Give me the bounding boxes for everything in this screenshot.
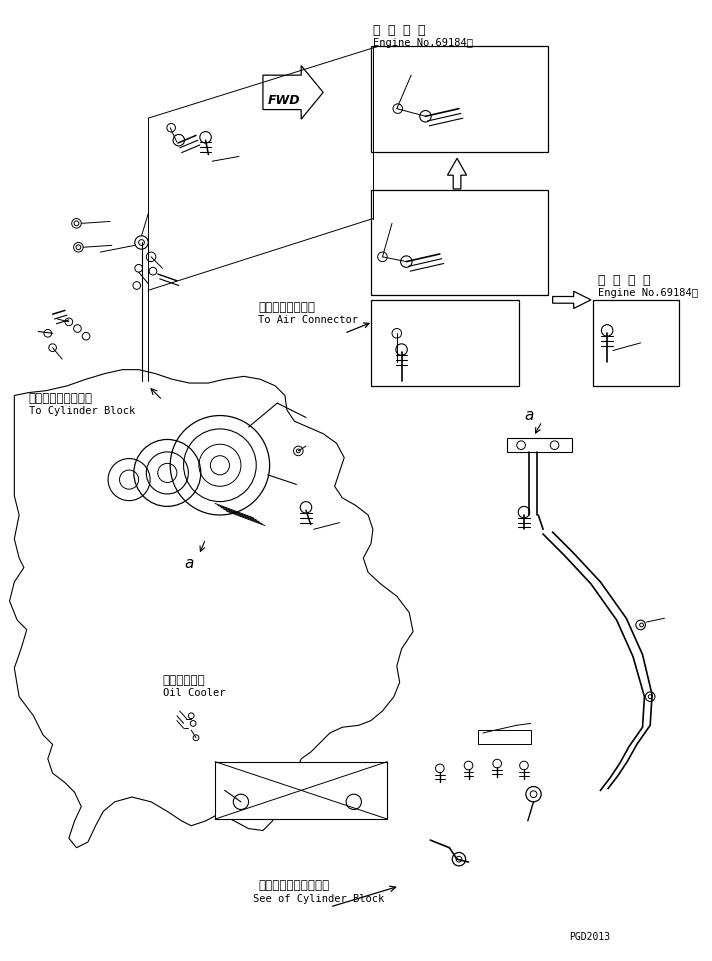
Text: FWD: FWD bbox=[268, 93, 300, 107]
Text: Engine No.69184～: Engine No.69184～ bbox=[597, 288, 698, 298]
Text: シリンダブロックへ: シリンダブロックへ bbox=[28, 391, 93, 405]
Bar bbox=[507, 439, 572, 453]
Text: Oil Cooler: Oil Cooler bbox=[162, 687, 225, 698]
Text: a: a bbox=[184, 555, 194, 571]
Text: シリンダブロック参照: シリンダブロック参照 bbox=[258, 878, 330, 892]
Text: PGD2013: PGD2013 bbox=[569, 931, 610, 941]
Bar bbox=[478, 730, 530, 744]
Text: 適 用 号 機: 適 用 号 機 bbox=[597, 274, 650, 286]
Text: See of Cylinder Block: See of Cylinder Block bbox=[253, 893, 384, 902]
Text: Engine No.69184～: Engine No.69184～ bbox=[373, 37, 473, 48]
Text: a: a bbox=[524, 407, 533, 423]
Text: To Cylinder Block: To Cylinder Block bbox=[28, 406, 135, 415]
Text: To Air Connector: To Air Connector bbox=[258, 315, 358, 325]
Text: エアーコネクタへ: エアーコネクタへ bbox=[258, 301, 315, 313]
Bar bbox=[371, 47, 548, 153]
Bar bbox=[215, 762, 387, 819]
Text: 適 用 号 機: 適 用 号 機 bbox=[373, 24, 425, 37]
Bar bbox=[593, 301, 679, 386]
Bar bbox=[371, 301, 519, 386]
Text: オイルクーラ: オイルクーラ bbox=[162, 673, 205, 686]
Bar bbox=[371, 190, 548, 296]
